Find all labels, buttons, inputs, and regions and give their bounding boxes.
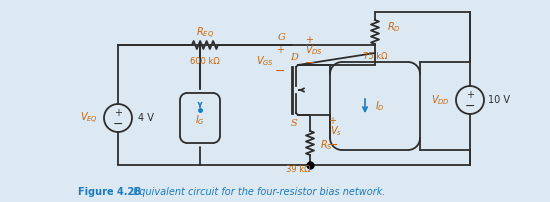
- Text: 4 V: 4 V: [138, 113, 154, 123]
- Text: S: S: [291, 119, 298, 127]
- Text: $R_S$: $R_S$: [320, 138, 333, 152]
- Text: 75 kΩ: 75 kΩ: [363, 52, 387, 61]
- Text: D: D: [290, 53, 298, 61]
- Text: $R_{EQ}$: $R_{EQ}$: [196, 25, 214, 41]
- Text: −: −: [275, 64, 285, 78]
- Text: −: −: [305, 57, 316, 69]
- Text: $V_{DS}$: $V_{DS}$: [305, 43, 323, 57]
- Text: +: +: [305, 35, 313, 45]
- Text: 10 V: 10 V: [488, 95, 510, 105]
- Text: +: +: [276, 45, 284, 55]
- Text: +: +: [114, 108, 122, 118]
- Text: $R_D$: $R_D$: [387, 20, 400, 34]
- Text: $I_G$: $I_G$: [195, 113, 205, 127]
- Text: 600 kΩ: 600 kΩ: [190, 57, 220, 66]
- Text: Figure 4.28: Figure 4.28: [78, 187, 141, 197]
- Text: $V_s$: $V_s$: [330, 124, 342, 138]
- Text: $I_D$: $I_D$: [375, 99, 385, 113]
- Text: $V_{GS}$: $V_{GS}$: [256, 54, 274, 68]
- Text: −: −: [465, 100, 475, 113]
- Text: +: +: [328, 116, 336, 126]
- Text: $V_{EQ}$: $V_{EQ}$: [80, 110, 98, 126]
- Text: G: G: [278, 33, 286, 41]
- Text: −: −: [328, 139, 338, 152]
- Text: Equivalent circuit for the four-resistor bias network.: Equivalent circuit for the four-resistor…: [130, 187, 386, 197]
- Text: $V_{DD}$: $V_{DD}$: [431, 93, 450, 107]
- Text: −: −: [113, 118, 123, 130]
- Text: 39 kΩ: 39 kΩ: [286, 165, 310, 174]
- Text: +: +: [466, 90, 474, 100]
